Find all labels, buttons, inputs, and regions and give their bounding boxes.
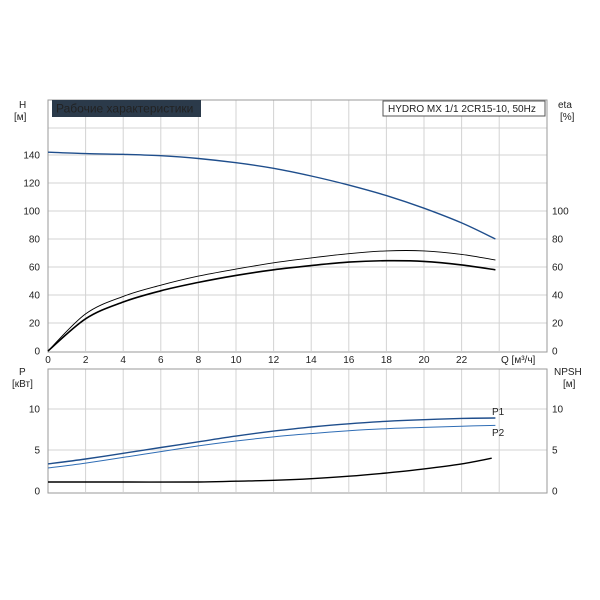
y-right-tick-top: 40 <box>552 291 564 302</box>
y-left-unit-bottom: [кВт] <box>12 379 33 390</box>
y-left-tick-top: 20 <box>29 319 41 330</box>
eta_1-curve <box>47 250 496 352</box>
x-tick: 16 <box>343 355 355 366</box>
x-tick: 2 <box>83 355 89 366</box>
bottom-panel-ticks: 0 5 10 0 5 10 <box>29 405 564 498</box>
x-axis-label: Q [м³/ч] <box>501 355 536 366</box>
top-panel-grid <box>48 100 547 351</box>
y-right-tick-bottom: 10 <box>552 405 564 416</box>
model-label: HYDRO MX 1/1 2CR15-10, 50Hz <box>388 104 536 115</box>
y-left-tick-top: 100 <box>23 207 40 218</box>
y-right-unit-top: [%] <box>560 112 575 123</box>
x-tick: 12 <box>268 355 280 366</box>
x-tick: 0 <box>45 355 51 366</box>
y-left-tick-bottom: 5 <box>34 446 40 457</box>
x-tick: 14 <box>306 355 318 366</box>
head-curve <box>47 151 496 240</box>
y-left-tick-top: 60 <box>29 263 41 274</box>
y-left-label-top: H <box>19 100 26 111</box>
title-box <box>52 100 201 117</box>
y-right-unit-bottom: [м] <box>563 379 576 390</box>
y-left-label-bottom: P <box>19 367 26 378</box>
y-left-tick-bottom: 0 <box>34 487 40 498</box>
y-right-tick-top: 100 <box>552 207 569 218</box>
x-tick: 6 <box>158 355 164 366</box>
y-right-tick-top: 0 <box>552 347 558 358</box>
y-left-tick-top: 80 <box>29 235 41 246</box>
eta_2-curve <box>47 259 496 352</box>
p1-curve <box>47 417 496 465</box>
top-panel-frame <box>47 99 548 353</box>
npsh-curve <box>48 457 492 483</box>
y-left-tick-top: 140 <box>23 151 40 162</box>
y-left-tick-top: 0 <box>34 347 40 358</box>
x-tick: 22 <box>456 355 468 366</box>
bottom-panel-grid <box>48 369 547 492</box>
chart-title: Рабочие характеристики <box>56 102 193 116</box>
top-panel-ticks: 0 20 40 60 80 100 120 140 0 20 40 60 80 100 0 2 4 6 8 10 12 1… <box>23 151 569 367</box>
p2-series-label: P2 <box>492 428 505 439</box>
curves <box>47 151 496 483</box>
y-right-tick-bottom: 5 <box>552 446 558 457</box>
y-right-label-top: eta <box>558 100 572 111</box>
y-left-tick-bottom: 10 <box>29 405 41 416</box>
bottom-panel-frame <box>47 368 548 494</box>
y-left-unit-top: [м] <box>14 112 27 123</box>
x-tick: 20 <box>418 355 430 366</box>
y-right-tick-bottom: 0 <box>552 487 558 498</box>
y-right-label-bottom: NPSH <box>554 367 582 378</box>
y-right-tick-top: 20 <box>552 319 564 330</box>
x-tick: 18 <box>381 355 393 366</box>
y-left-tick-top: 40 <box>29 291 41 302</box>
x-tick: 10 <box>230 355 242 366</box>
y-right-tick-top: 80 <box>552 235 564 246</box>
x-tick: 4 <box>120 355 126 366</box>
x-tick: 8 <box>196 355 202 366</box>
p2-curve <box>47 424 496 469</box>
model-box <box>382 100 546 117</box>
p1-series-label: P1 <box>492 407 505 418</box>
y-left-tick-top: 120 <box>23 179 40 190</box>
y-right-tick-top: 60 <box>552 263 564 274</box>
